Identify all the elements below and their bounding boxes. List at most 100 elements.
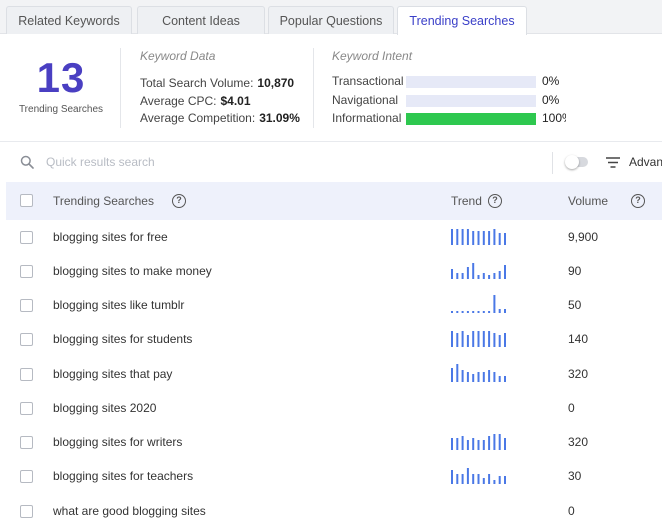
- trend-bar: [504, 309, 506, 313]
- keyword-text[interactable]: blogging sites for writers: [53, 435, 183, 449]
- row-checkbox[interactable]: [20, 299, 33, 312]
- advanced-filters-button[interactable]: Advanced: [629, 155, 662, 169]
- row-checkbox[interactable]: [20, 470, 33, 483]
- trend-bar: [456, 474, 459, 484]
- keyword-text[interactable]: blogging sites 2020: [53, 401, 157, 415]
- filter-icon[interactable]: [606, 157, 620, 168]
- trend-sparkline: [451, 434, 506, 450]
- trend-bar: [456, 229, 459, 245]
- tab-bar: Related Keywords Content Ideas Popular Q…: [0, 0, 662, 35]
- table-row[interactable]: blogging sites that pay 320: [6, 357, 662, 391]
- keyword-text[interactable]: blogging sites that pay: [53, 367, 173, 381]
- trend-bar: [477, 331, 480, 347]
- trend-bar: [498, 233, 501, 245]
- table-row[interactable]: blogging sites for free 9,900: [6, 220, 662, 254]
- trend-bar: [493, 229, 496, 245]
- trend-bar: [504, 438, 506, 450]
- intent-transactional-bar: [406, 76, 536, 88]
- trend-bar: [504, 265, 506, 279]
- table-row[interactable]: blogging sites for writers 320: [6, 425, 662, 459]
- row-checkbox[interactable]: [20, 265, 33, 278]
- toggle-knob: [565, 155, 579, 169]
- keyword-intent-title: Keyword Intent: [332, 49, 413, 63]
- trend-bar: [461, 474, 464, 484]
- row-checkbox[interactable]: [20, 231, 33, 244]
- trend-bar: [498, 335, 501, 347]
- keyword-text[interactable]: blogging sites for students: [53, 332, 193, 346]
- table-row[interactable]: blogging sites 2020 0: [6, 391, 662, 425]
- toggle-switch[interactable]: [565, 155, 588, 169]
- help-icon[interactable]: ?: [631, 194, 645, 208]
- trend-bar: [472, 374, 475, 382]
- intent-informational-label: Informational: [332, 111, 402, 125]
- volume-value: 0: [568, 504, 575, 518]
- trend-bar: [504, 476, 506, 484]
- table-row[interactable]: blogging sites for teachers 30: [6, 459, 662, 493]
- keyword-text[interactable]: blogging sites for teachers: [53, 469, 194, 483]
- trend-bar: [488, 275, 491, 279]
- volume-value: 50: [568, 298, 582, 312]
- trend-bar: [456, 311, 459, 313]
- trend-bar: [504, 233, 506, 245]
- trend-bar: [461, 370, 464, 382]
- trend-bar: [482, 440, 485, 450]
- intent-navigational-bar: [406, 95, 536, 107]
- column-header-trend[interactable]: Trend: [451, 194, 482, 208]
- trend-bar: [482, 273, 485, 279]
- quick-results-search-input[interactable]: [46, 152, 446, 172]
- row-checkbox[interactable]: [20, 402, 33, 415]
- column-header-trending-searches[interactable]: Trending Searches: [53, 194, 154, 208]
- trend-bar: [461, 273, 464, 279]
- help-icon[interactable]: ?: [488, 194, 502, 208]
- keyword-text[interactable]: blogging sites to make money: [53, 264, 212, 278]
- trend-bar: [456, 438, 459, 450]
- keyword-text[interactable]: what are good blogging sites: [53, 504, 206, 518]
- divider: [120, 48, 121, 128]
- divider: [552, 152, 553, 174]
- volume-value: 320: [568, 435, 589, 449]
- trend-bar: [466, 335, 469, 347]
- help-icon[interactable]: ?: [172, 194, 186, 208]
- trend-bar: [477, 440, 480, 450]
- trend-bar: [498, 376, 501, 382]
- trend-bar: [451, 438, 453, 450]
- row-checkbox[interactable]: [20, 333, 33, 346]
- average-cpc-value: $4.01: [220, 94, 251, 108]
- column-header-volume[interactable]: Volume: [568, 194, 609, 208]
- row-checkbox[interactable]: [20, 505, 33, 518]
- volume-value: 30: [568, 469, 582, 483]
- trend-sparkline: [451, 295, 506, 313]
- trend-bar: [472, 474, 475, 484]
- table-row[interactable]: what are good blogging sites 0: [6, 494, 662, 528]
- row-checkbox[interactable]: [20, 368, 33, 381]
- intent-transactional-percent: 0%: [542, 74, 560, 88]
- trend-bar: [477, 372, 480, 382]
- average-cpc-label: Average CPC:: [140, 94, 217, 108]
- row-checkbox[interactable]: [20, 436, 33, 449]
- table-row[interactable]: blogging sites to make money 90: [6, 254, 662, 288]
- tab-popular-questions[interactable]: Popular Questions: [268, 6, 394, 35]
- search-icon: [20, 155, 34, 169]
- trend-bar: [498, 476, 501, 484]
- keyword-text[interactable]: blogging sites for free: [53, 230, 168, 244]
- divider: [313, 48, 314, 128]
- tab-content-ideas[interactable]: Content Ideas: [137, 6, 265, 35]
- volume-value: 140: [568, 332, 589, 346]
- trend-bar: [504, 376, 506, 382]
- intent-navigational-label: Navigational: [332, 93, 399, 107]
- tab-trending-searches[interactable]: Trending Searches: [397, 6, 527, 35]
- trend-bar: [461, 311, 464, 313]
- total-search-volume-value: 10,870: [257, 76, 295, 90]
- tab-related-keywords[interactable]: Related Keywords: [6, 6, 132, 35]
- intent-transactional-label: Transactional: [332, 74, 404, 88]
- table-row[interactable]: blogging sites like tumblr 50: [6, 288, 662, 322]
- trend-bar: [451, 470, 453, 484]
- trend-sparkline: [451, 331, 506, 347]
- table-row[interactable]: blogging sites for students 140: [6, 322, 662, 356]
- trend-bar: [472, 331, 475, 347]
- trend-bar: [451, 331, 453, 347]
- total-search-volume-label: Total Search Volume:: [140, 76, 254, 90]
- trend-bar: [451, 368, 453, 382]
- select-all-checkbox[interactable]: [20, 194, 33, 207]
- keyword-text[interactable]: blogging sites like tumblr: [53, 298, 185, 312]
